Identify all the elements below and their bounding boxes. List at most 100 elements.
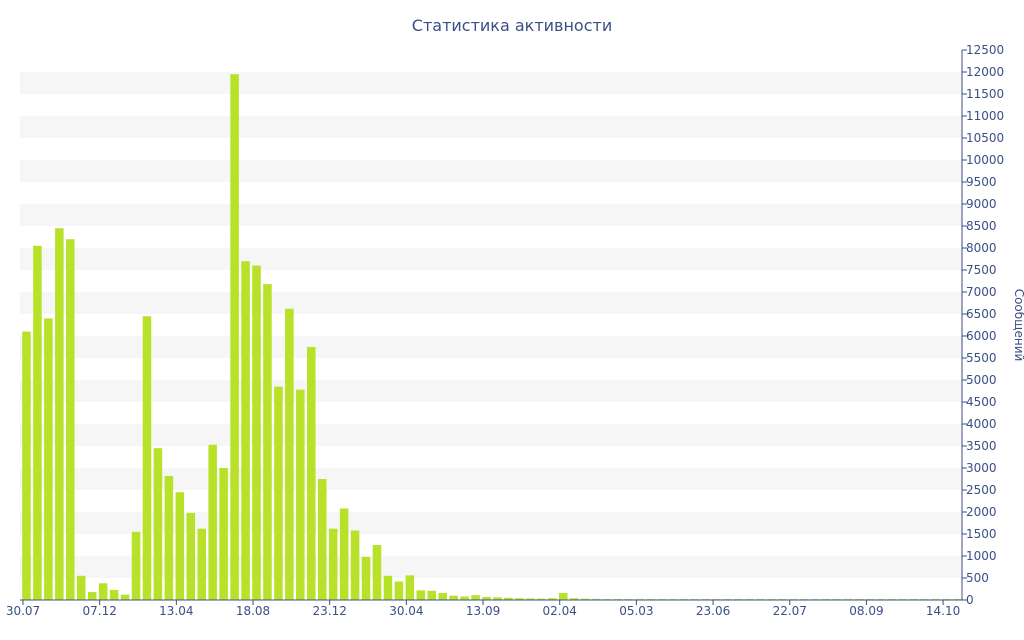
y-tick-label: 11500 bbox=[966, 87, 1004, 101]
grid-band bbox=[20, 116, 962, 138]
y-tick-label: 500 bbox=[966, 571, 989, 585]
bar bbox=[405, 575, 415, 600]
grid-band bbox=[20, 336, 962, 358]
grid-band bbox=[20, 248, 962, 270]
bar bbox=[547, 598, 557, 600]
x-tick-label: 30.07 bbox=[6, 604, 40, 618]
chart-title: Статистика активности bbox=[412, 16, 612, 35]
bar bbox=[449, 595, 458, 600]
y-tick-label: 2500 bbox=[966, 483, 997, 497]
bar bbox=[120, 594, 130, 600]
y-tick-label: 3500 bbox=[966, 439, 997, 453]
y-tick-label: 2000 bbox=[966, 505, 997, 519]
bars-series bbox=[22, 74, 962, 601]
bar bbox=[361, 556, 371, 600]
bar bbox=[306, 347, 316, 600]
bar bbox=[263, 284, 272, 600]
y-tick-label: 11000 bbox=[966, 109, 1004, 123]
bar bbox=[394, 581, 404, 600]
bar bbox=[569, 598, 579, 600]
x-tick-label: 14.10 bbox=[926, 604, 960, 618]
bar bbox=[580, 598, 590, 600]
y-tick-label: 0 bbox=[966, 593, 974, 607]
bar bbox=[252, 265, 261, 600]
bar bbox=[197, 528, 207, 600]
grid-band bbox=[20, 204, 962, 226]
bar bbox=[76, 575, 86, 600]
bar bbox=[438, 592, 447, 600]
bar bbox=[350, 530, 360, 600]
y-tick-label: 9000 bbox=[966, 197, 997, 211]
x-tick-label: 07.12 bbox=[82, 604, 116, 618]
bar bbox=[274, 386, 283, 600]
x-tick-label: 02.04 bbox=[543, 604, 577, 618]
bar bbox=[558, 592, 568, 600]
y-tick-label: 8000 bbox=[966, 241, 997, 255]
bar bbox=[241, 261, 250, 600]
bar bbox=[66, 239, 75, 600]
x-tick-label: 22.07 bbox=[773, 604, 807, 618]
grid-band bbox=[20, 72, 962, 94]
bar bbox=[482, 596, 491, 600]
bar bbox=[317, 479, 327, 600]
y-tick-label: 3000 bbox=[966, 461, 997, 475]
bar bbox=[186, 512, 196, 600]
bar bbox=[175, 492, 185, 600]
bar bbox=[328, 528, 338, 600]
bar bbox=[427, 590, 437, 600]
x-axis: 30.07 07.12 13.04 18.08 23.12 30.04 13.09 02.04… bbox=[6, 599, 962, 618]
bar bbox=[383, 575, 393, 600]
y-tick-label: 4000 bbox=[966, 417, 997, 431]
bar bbox=[504, 597, 513, 600]
y-tick-label: 6000 bbox=[966, 329, 997, 343]
bar bbox=[22, 331, 31, 600]
bar bbox=[537, 598, 546, 600]
bar bbox=[493, 597, 502, 600]
bar bbox=[296, 389, 305, 600]
y-tick-label: 6500 bbox=[966, 307, 997, 321]
y-tick-label: 5000 bbox=[966, 373, 997, 387]
bar bbox=[460, 596, 469, 600]
bar bbox=[526, 598, 535, 600]
bar bbox=[44, 318, 53, 600]
x-tick-label: 23.12 bbox=[313, 604, 347, 618]
y-axis-label: Сообщений bbox=[1012, 289, 1024, 362]
bar bbox=[87, 592, 97, 600]
y-tick-label: 9500 bbox=[966, 175, 997, 189]
x-tick-label: 05.03 bbox=[619, 604, 653, 618]
bar bbox=[33, 245, 42, 601]
y-tick-label: 4500 bbox=[966, 395, 997, 409]
bar bbox=[230, 74, 239, 600]
bar bbox=[98, 583, 108, 600]
x-tick-label: 18.08 bbox=[236, 604, 270, 618]
bar bbox=[109, 589, 119, 600]
bar bbox=[55, 228, 64, 600]
grid-band bbox=[20, 380, 962, 402]
x-tick-label: 08.09 bbox=[849, 604, 883, 618]
bar bbox=[515, 598, 524, 600]
y-tick-label: 10000 bbox=[966, 153, 1004, 167]
y-tick-label: 12500 bbox=[966, 43, 1004, 57]
y-tick-label: 10500 bbox=[966, 131, 1004, 145]
bar bbox=[591, 598, 601, 600]
bar bbox=[164, 475, 174, 600]
x-tick-label: 30.04 bbox=[389, 604, 423, 618]
x-tick-label: 13.04 bbox=[159, 604, 193, 618]
grid-band bbox=[20, 160, 962, 182]
bar bbox=[208, 444, 217, 600]
bar bbox=[219, 468, 228, 600]
y-axis: 0 500 1000 1500 2000 2500 3000 3500 4000 4500 5000… bbox=[961, 43, 1004, 607]
bar bbox=[142, 316, 152, 600]
y-tick-label: 5500 bbox=[966, 351, 997, 365]
y-tick-label: 1000 bbox=[966, 549, 997, 563]
grid-band bbox=[20, 424, 962, 446]
bar bbox=[471, 595, 480, 600]
bar bbox=[285, 308, 294, 600]
x-tick-label: 23.06 bbox=[696, 604, 730, 618]
y-tick-label: 7000 bbox=[966, 285, 997, 299]
y-tick-label: 1500 bbox=[966, 527, 997, 541]
y-tick-label: 7500 bbox=[966, 263, 997, 277]
grid-band bbox=[20, 292, 962, 314]
y-tick-label: 12000 bbox=[966, 65, 1004, 79]
